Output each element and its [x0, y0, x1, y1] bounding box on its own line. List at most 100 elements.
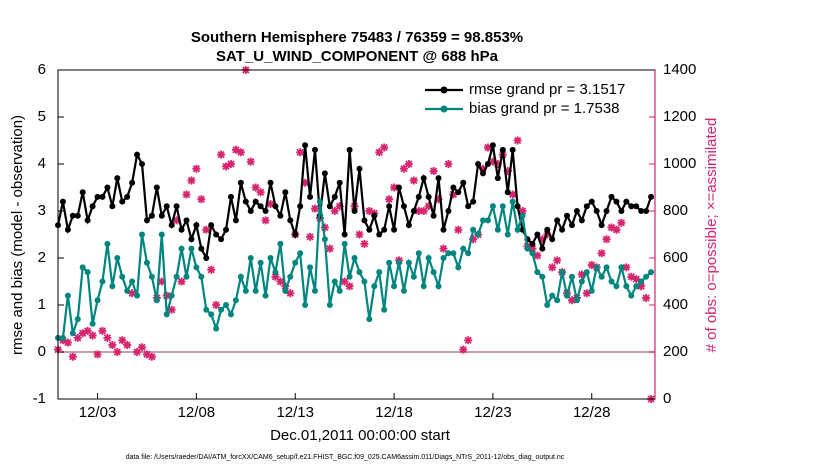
series-marker	[104, 184, 111, 191]
series-marker	[203, 255, 210, 261]
series-marker	[203, 306, 210, 313]
series-marker	[648, 269, 655, 276]
x-axis-label: Dec.01,2011 00:00:00 start	[270, 427, 451, 444]
series-marker	[618, 264, 625, 271]
series-marker	[391, 283, 398, 290]
obs-count-marker	[449, 190, 458, 199]
y-tick-label: 1	[38, 296, 46, 313]
series-marker	[381, 306, 388, 313]
series-marker	[287, 217, 294, 224]
obs-count-marker	[325, 244, 334, 253]
series-marker	[188, 236, 195, 243]
series-marker	[74, 212, 81, 219]
obs-count-marker	[632, 275, 641, 284]
series-marker	[129, 278, 136, 285]
obs-count-marker	[459, 345, 468, 354]
series-marker	[460, 245, 467, 252]
series-marker	[163, 203, 170, 210]
series-marker	[158, 212, 165, 219]
series-marker	[94, 297, 101, 304]
series-marker	[440, 226, 447, 233]
series-marker	[208, 311, 215, 318]
series-marker	[396, 259, 403, 266]
series-marker	[648, 193, 655, 200]
obs-count-marker	[222, 162, 231, 171]
obs-count-marker	[355, 230, 364, 239]
series-marker	[450, 184, 457, 191]
series-marker	[99, 193, 106, 200]
series-marker	[519, 212, 526, 219]
series-marker	[593, 208, 600, 214]
series-marker	[124, 287, 131, 294]
obs-count-marker	[231, 145, 240, 154]
x-tick-label: 12/23	[474, 404, 512, 421]
series-marker	[494, 175, 501, 182]
series-marker	[554, 217, 561, 224]
series-marker	[247, 255, 254, 261]
series-marker	[89, 203, 96, 210]
series-marker	[302, 302, 309, 308]
x-tick-label: 12/28	[573, 404, 611, 421]
obs-count-marker	[310, 204, 319, 213]
series-marker	[252, 287, 259, 294]
series-marker	[257, 203, 264, 210]
series-marker	[489, 203, 496, 210]
obs-count-marker	[276, 277, 285, 286]
obs-count-marker	[439, 244, 448, 253]
obs-count-marker	[103, 333, 112, 342]
obs-count-marker	[271, 272, 280, 281]
series-marker	[292, 259, 299, 266]
series-marker	[193, 264, 200, 271]
y2-axis-label: # of obs: o=possible; ×=assimilated	[703, 118, 720, 353]
obs-count-marker	[380, 143, 389, 152]
series-marker	[573, 208, 580, 214]
series-marker	[366, 316, 373, 323]
series-marker	[578, 217, 585, 224]
series-marker	[307, 264, 314, 271]
obs-count-marker	[113, 348, 122, 356]
obs-count-marker	[409, 176, 418, 185]
series-marker	[341, 231, 348, 238]
series-marker	[287, 273, 294, 280]
series-marker	[415, 193, 422, 200]
obs-count-marker	[182, 190, 191, 199]
series-marker	[223, 302, 230, 308]
y-tick-label: 0	[38, 343, 46, 360]
series-marker	[114, 255, 121, 261]
series-marker	[460, 179, 467, 186]
obs-count-marker	[567, 296, 576, 305]
series-marker	[425, 193, 432, 200]
obs-count-marker	[617, 218, 626, 227]
series-marker	[509, 146, 516, 153]
series-marker	[618, 208, 625, 214]
series-marker	[583, 203, 590, 210]
series-marker	[371, 283, 378, 290]
obs-count-marker	[479, 164, 488, 173]
obs-count-marker	[226, 160, 235, 168]
series-marker	[178, 245, 185, 252]
series-marker	[356, 165, 363, 172]
series-marker	[361, 217, 368, 224]
series-marker	[554, 297, 561, 304]
obs-count-marker	[493, 160, 502, 168]
series-marker	[391, 226, 398, 233]
series-marker	[608, 278, 615, 285]
series-marker	[232, 217, 239, 224]
series-marker	[153, 184, 160, 191]
series-marker	[89, 320, 96, 327]
series-marker	[272, 269, 279, 276]
obs-count-marker	[464, 336, 473, 345]
series-marker	[400, 203, 407, 210]
y2-tick-label: 400	[663, 296, 688, 313]
series-marker	[119, 273, 126, 280]
series-marker	[633, 203, 640, 210]
series-marker	[173, 203, 180, 210]
series-marker	[84, 217, 91, 224]
series-marker	[257, 259, 264, 266]
series-marker	[593, 264, 600, 271]
obs-count-marker	[434, 195, 443, 204]
obs-count-marker	[83, 326, 92, 335]
y2-tick-label: 1000	[663, 155, 696, 172]
y2-tick-label: 1200	[663, 108, 696, 125]
